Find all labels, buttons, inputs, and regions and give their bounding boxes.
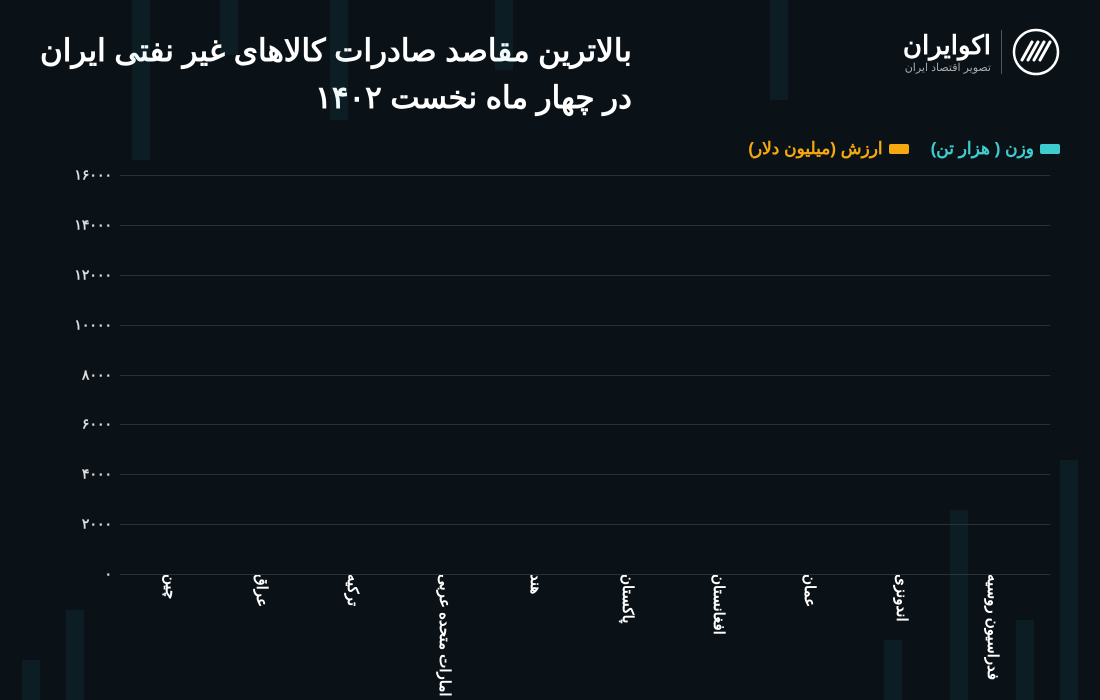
x-category-label: فدراسیون روسیه <box>984 574 1008 680</box>
chart-area: چینعراقترکیهامارات متحده عربیهندپاکستانا… <box>60 175 1060 655</box>
y-tick-label: ۱۶۰۰۰ <box>60 167 112 184</box>
y-tick-label: ۲۰۰۰ <box>60 516 112 533</box>
gridline <box>120 275 1050 276</box>
x-category-label: امارات متحده عربی <box>436 574 460 697</box>
x-category-label: افغانستان <box>710 574 734 635</box>
gridline <box>120 375 1050 376</box>
gridline <box>120 524 1050 525</box>
gridline <box>120 424 1050 425</box>
x-category-label: چین <box>162 574 186 599</box>
plot-area: چینعراقترکیهامارات متحده عربیهندپاکستانا… <box>120 175 1050 575</box>
y-tick-label: ۰ <box>60 566 112 583</box>
gridline <box>120 325 1050 326</box>
x-category-label: ترکیه <box>344 574 368 606</box>
x-category-label: هند <box>527 574 551 594</box>
y-tick-label: ۱۴۰۰۰ <box>60 216 112 233</box>
y-tick-label: ۱۲۰۰۰ <box>60 266 112 283</box>
y-tick-label: ۱۰۰۰۰ <box>60 316 112 333</box>
gridline <box>120 175 1050 176</box>
x-category-label: عراق <box>253 574 277 607</box>
y-tick-label: ۸۰۰۰ <box>60 366 112 383</box>
gridline <box>120 225 1050 226</box>
x-category-label: پاکستان <box>619 574 643 623</box>
x-category-label: عمان <box>801 574 825 607</box>
gridline <box>120 474 1050 475</box>
y-tick-label: ۴۰۰۰ <box>60 466 112 483</box>
gridline <box>120 574 1050 575</box>
x-category-label: اندونزی <box>893 574 917 622</box>
y-tick-label: ۶۰۰۰ <box>60 416 112 433</box>
